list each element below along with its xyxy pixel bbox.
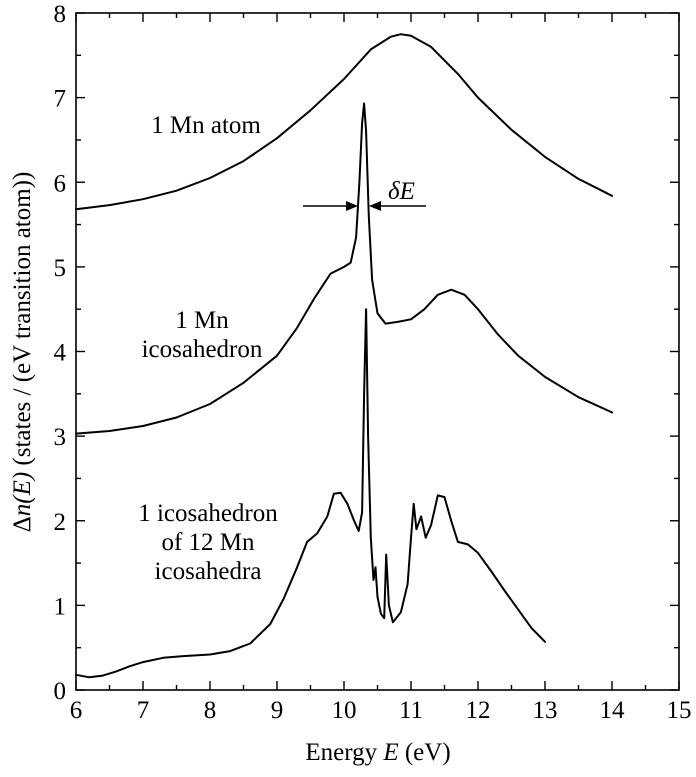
y-tick-label: 7 [54, 86, 67, 113]
axis-ticks [75, 12, 680, 691]
delta-e-left-arrow-head [346, 201, 358, 211]
curve-icosahedron-of-icosahedra-label: icosahedra [155, 558, 262, 585]
curve-icosahedron-of-icosahedra [75, 308, 546, 679]
y-tick-label: 8 [54, 1, 67, 28]
x-axis-title-variable: E [382, 739, 398, 766]
x-tick-label: 9 [271, 697, 284, 724]
x-tick-label: 13 [533, 697, 558, 724]
y-axis-title-unit: (states / (eV transition atom)) [9, 172, 36, 472]
curves [75, 33, 613, 679]
y-axis-title: Δn(E) (states / (eV transition atom)) [9, 172, 36, 533]
y-tick-label: 4 [54, 340, 67, 367]
delta-e-label: δE [388, 178, 415, 205]
delta-e-right-arrow-head [369, 201, 381, 211]
x-tick-label: 12 [466, 697, 491, 724]
x-tick-label: 11 [399, 697, 423, 724]
y-tick-label: 3 [54, 424, 67, 451]
x-axis-title-prefix: Energy [305, 739, 383, 766]
curve-icosahedron-of-icosahedra-label: 1 icosahedron [138, 500, 278, 527]
curve-mn-atom [75, 33, 613, 211]
x-tick-label: 14 [600, 697, 626, 724]
x-tick-label: 8 [204, 697, 217, 724]
y-tick-label: 5 [54, 255, 67, 282]
curve-mn-atom-label: 1 Mn atom [151, 112, 261, 139]
delta-e-marker: δE [303, 178, 426, 211]
curve-icosahedron-of-icosahedra-label: of 12 Mn [161, 529, 255, 556]
x-tick-label: 7 [137, 697, 150, 724]
x-axis-title-unit: (eV) [399, 739, 451, 766]
x-tick-label: 6 [70, 697, 83, 724]
curve-mn-icosahedron-label: icosahedron [142, 336, 263, 363]
x-tick-label: 10 [332, 697, 357, 724]
y-axis-title-prefix: Δ [9, 516, 36, 532]
y-tick-label: 6 [54, 170, 67, 197]
curve-mn-icosahedron [75, 102, 613, 435]
x-axis-title: Energy E (eV) [305, 739, 450, 766]
x-tick-label: 15 [667, 697, 692, 724]
y-tick-label: 1 [54, 593, 67, 620]
y-tick-label: 2 [54, 509, 67, 536]
y-tick-label: 0 [54, 678, 67, 705]
curve-mn-icosahedron-label: 1 Mn [175, 307, 229, 334]
y-axis-title-variable: n(E) [9, 472, 36, 516]
